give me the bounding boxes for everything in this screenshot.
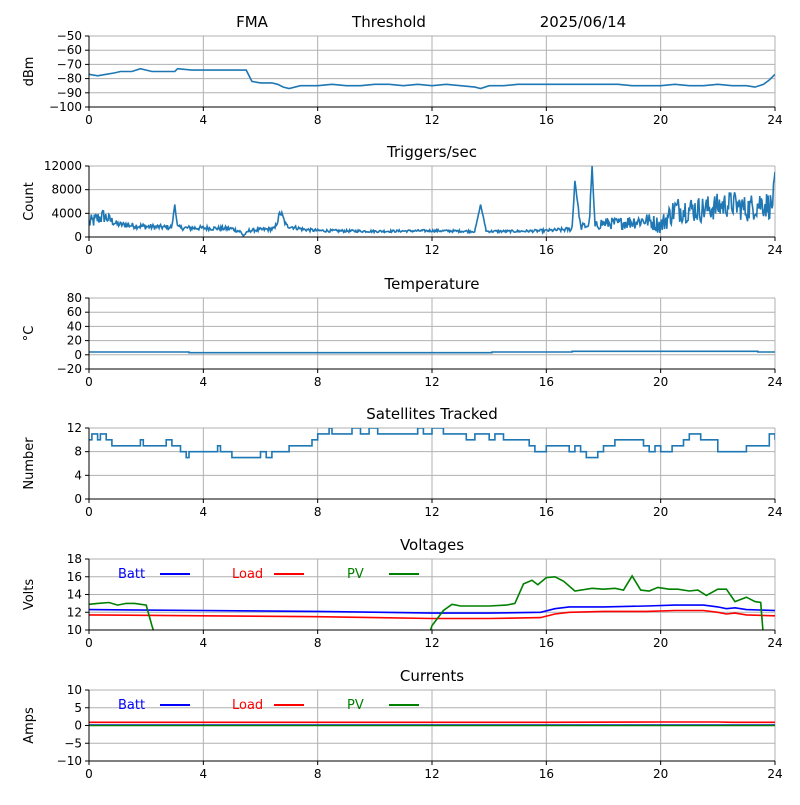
x-tick-label: 8 <box>314 243 322 257</box>
legend-label-batt: Batt <box>118 567 145 582</box>
y-tick-label: 5 <box>74 701 82 715</box>
y-tick-label: 0 <box>74 348 82 362</box>
x-tick-label: 20 <box>653 636 668 650</box>
y-tick-label: 20 <box>67 334 82 348</box>
x-tick-label: 16 <box>539 113 554 127</box>
legend-label-pv: PV <box>347 567 364 582</box>
x-tick-label: 20 <box>653 113 668 127</box>
header-site: FMA <box>236 13 269 31</box>
y-tick-label: 12000 <box>44 159 82 173</box>
x-tick-label: 24 <box>767 767 782 781</box>
y-tick-label: 14 <box>67 588 82 602</box>
x-tick-label: 0 <box>85 636 93 650</box>
x-tick-label: 12 <box>424 505 439 519</box>
legend-label-load: Load <box>232 698 263 713</box>
y-axis-label: °C <box>22 326 37 342</box>
y-tick-label: 0 <box>74 230 82 244</box>
y-axis-label: Count <box>22 182 37 221</box>
y-tick-label: −90 <box>57 86 82 100</box>
x-tick-label: 8 <box>314 767 322 781</box>
x-tick-label: 20 <box>653 505 668 519</box>
y-tick-label: −70 <box>57 57 82 71</box>
legend-label-load: Load <box>232 567 263 582</box>
x-tick-label: 24 <box>767 375 782 389</box>
y-tick-label: −5 <box>64 736 82 750</box>
x-tick-label: 12 <box>424 767 439 781</box>
legend-label-pv: PV <box>347 698 364 713</box>
chart-title: Triggers/sec <box>386 143 477 161</box>
x-tick-label: 16 <box>539 505 554 519</box>
y-tick-label: 4 <box>74 468 82 482</box>
y-tick-label: 16 <box>67 570 82 584</box>
x-tick-label: 0 <box>85 375 93 389</box>
x-tick-label: 12 <box>424 243 439 257</box>
header-date: 2025/06/14 <box>540 13 626 31</box>
x-tick-label: 0 <box>85 243 93 257</box>
x-tick-label: 12 <box>424 375 439 389</box>
x-tick-label: 20 <box>653 375 668 389</box>
y-tick-label: 60 <box>67 305 82 319</box>
y-tick-label: 4000 <box>51 206 82 220</box>
y-tick-label: 18 <box>67 552 82 566</box>
y-tick-label: 8 <box>74 445 82 459</box>
chart-title: Voltages <box>400 536 464 554</box>
y-tick-label: −10 <box>57 754 82 768</box>
chart-title: Temperature <box>383 275 479 293</box>
y-tick-label: 10 <box>67 683 82 697</box>
chart-title: Satellites Tracked <box>366 405 497 423</box>
y-tick-label: 80 <box>67 291 82 305</box>
y-tick-label: −60 <box>57 43 82 57</box>
y-tick-label: 8000 <box>51 183 82 197</box>
x-tick-label: 24 <box>767 243 782 257</box>
x-tick-label: 4 <box>200 636 208 650</box>
x-tick-label: 12 <box>424 113 439 127</box>
x-tick-label: 20 <box>653 243 668 257</box>
x-tick-label: 12 <box>424 636 439 650</box>
x-tick-label: 0 <box>85 767 93 781</box>
x-tick-label: 24 <box>767 636 782 650</box>
x-tick-label: 24 <box>767 505 782 519</box>
x-tick-label: 4 <box>200 113 208 127</box>
x-tick-label: 20 <box>653 767 668 781</box>
x-tick-label: 0 <box>85 505 93 519</box>
x-tick-label: 8 <box>314 375 322 389</box>
y-tick-label: 0 <box>74 492 82 506</box>
y-tick-label: −100 <box>49 100 82 114</box>
header-metric: Threshold <box>351 13 426 31</box>
y-tick-label: −20 <box>57 362 82 376</box>
x-tick-label: 4 <box>200 375 208 389</box>
x-tick-label: 16 <box>539 636 554 650</box>
x-tick-label: 16 <box>539 375 554 389</box>
y-tick-label: 0 <box>74 719 82 733</box>
legend-label-batt: Batt <box>118 698 145 713</box>
y-axis-label: Amps <box>22 707 37 744</box>
x-tick-label: 0 <box>85 113 93 127</box>
x-tick-label: 8 <box>314 113 322 127</box>
x-tick-label: 4 <box>200 243 208 257</box>
y-tick-label: 12 <box>67 421 82 435</box>
y-tick-label: −50 <box>57 29 82 43</box>
x-tick-label: 8 <box>314 505 322 519</box>
x-tick-label: 8 <box>314 636 322 650</box>
y-tick-label: 12 <box>67 605 82 619</box>
chart-title: Currents <box>400 667 464 685</box>
y-axis-label: dBm <box>22 57 37 87</box>
x-tick-label: 24 <box>767 113 782 127</box>
x-tick-label: 4 <box>200 767 208 781</box>
x-tick-label: 16 <box>539 767 554 781</box>
x-tick-label: 4 <box>200 505 208 519</box>
y-tick-label: 40 <box>67 319 82 333</box>
x-tick-label: 16 <box>539 243 554 257</box>
y-tick-label: 10 <box>67 623 82 637</box>
y-axis-label: Volts <box>22 579 37 611</box>
y-tick-label: −80 <box>57 72 82 86</box>
y-axis-label: Number <box>22 437 37 490</box>
